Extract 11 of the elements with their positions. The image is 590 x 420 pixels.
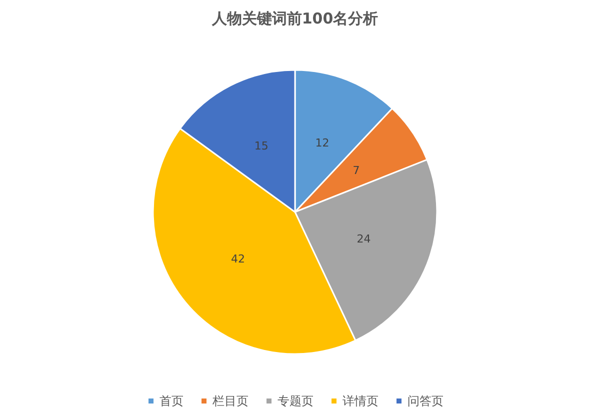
data-label: 7 [352, 164, 360, 177]
data-label: 24 [356, 232, 371, 246]
legend-label: 栏目页 [212, 394, 248, 408]
data-label: 15 [254, 140, 268, 153]
legend-label: 详情页 [342, 394, 378, 408]
legend-label: 问答页 [408, 394, 444, 408]
legend-label: 首页 [160, 394, 184, 408]
data-label: 42 [230, 252, 245, 266]
legend-label: 专题页 [278, 394, 314, 408]
chart-title: 人物关键词前100名分析 [210, 10, 378, 28]
data-label: 12 [315, 136, 330, 150]
